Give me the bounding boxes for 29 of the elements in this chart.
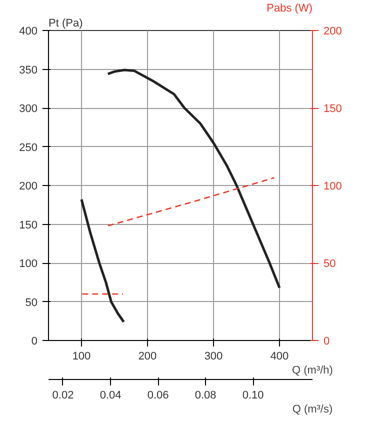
y-tick-label: 0 <box>31 336 38 348</box>
y-tick-label: 400 <box>19 26 38 38</box>
line-series <box>80 198 125 324</box>
x2-tick-label: 0.10 <box>242 390 264 402</box>
y-tick-label: 250 <box>19 142 38 154</box>
y-tick-label: 300 <box>19 103 38 115</box>
x-tick-label: 200 <box>138 350 157 362</box>
x-axis-title: Q (m³/h) <box>292 364 333 376</box>
x2-tick-label: 0.08 <box>194 390 216 402</box>
y-tick-label: 100 <box>19 258 38 270</box>
x-tick-label: 300 <box>204 350 223 362</box>
x2-tick-label: 0.02 <box>52 390 74 402</box>
y-tick-label: 200 <box>19 180 38 192</box>
y2-tick-label: 150 <box>324 103 342 115</box>
line-series <box>106 68 281 290</box>
y2-tick-label: 100 <box>324 180 342 192</box>
y-axis-title: Pt (Pa) <box>48 18 83 30</box>
x2-tick-label: 0.06 <box>147 390 169 402</box>
x-tick-label: 400 <box>270 350 289 362</box>
y-tick-label: 150 <box>19 219 38 232</box>
y-tick-label: 50 <box>25 296 38 309</box>
y2-tick-label: 50 <box>324 258 336 270</box>
x2-axis-title: Q (m³/s) <box>292 404 333 416</box>
x2-tick-label: 0.04 <box>100 390 122 402</box>
y2-axis-title: Pabs (W) <box>266 2 313 14</box>
y2-tick-label: 0 <box>324 336 330 348</box>
y2-tick-label: 200 <box>324 26 342 38</box>
y-tick-label: 350 <box>19 64 38 76</box>
x-tick-label: 100 <box>72 350 91 362</box>
